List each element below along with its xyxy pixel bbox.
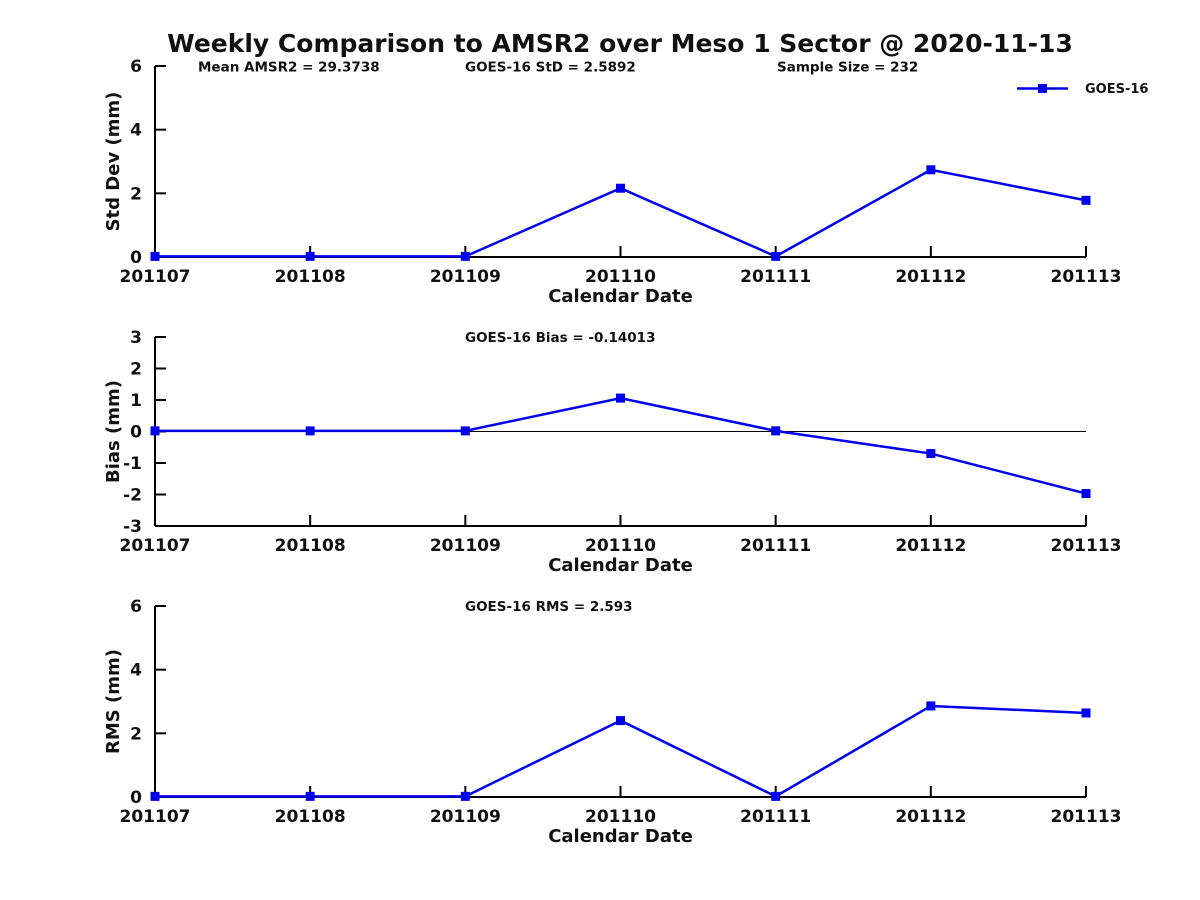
x-tick-label: 201108	[275, 267, 346, 287]
x-tick-label: 201112	[895, 536, 966, 556]
x-tick-label: 201109	[430, 807, 501, 827]
y-tick-label: 4	[130, 661, 142, 681]
y-tick-label: 2	[130, 360, 142, 380]
x-axis-label: Calendar Date	[548, 826, 693, 847]
series-marker	[771, 426, 781, 436]
y-axis-label: RMS (mm)	[103, 649, 124, 754]
stat-annotation: GOES-16 Bias = -0.14013	[465, 330, 655, 346]
series-marker	[460, 426, 470, 436]
y-axis-label: Std Dev (mm)	[103, 92, 124, 232]
x-axis-label: Calendar Date	[548, 555, 693, 576]
x-tick-label: 201113	[1051, 536, 1122, 556]
series-line	[155, 396, 1087, 495]
series-line	[155, 168, 1087, 258]
y-tick-label: 0	[130, 788, 142, 808]
subplot-bias: -3 -2 -1 0 1 2 3 201107 201108 201109 201110 201111…	[103, 328, 1121, 576]
y-tick-label: 2	[130, 724, 142, 744]
y-tick-label: 3	[130, 328, 142, 348]
subplot-std-dev: 0 2 4 6 201107 201108 201109 201110 201111 201112…	[103, 57, 1148, 307]
x-tick-label: 201107	[120, 807, 191, 827]
x-tick-label: 201112	[895, 267, 966, 287]
y-axis-label: Bias (mm)	[103, 380, 124, 483]
series-marker	[616, 183, 625, 193]
series-marker	[150, 251, 160, 261]
x-tick-label: 201107	[120, 267, 191, 287]
series-marker	[305, 426, 315, 436]
stat-annotation: Sample Size = 232	[777, 60, 918, 76]
y-tick-label: -1	[123, 454, 142, 474]
y-tick-label: 4	[130, 121, 142, 141]
legend-marker	[1038, 84, 1047, 93]
x-tick-label: 201112	[895, 807, 966, 827]
x-tick-label: 201108	[275, 536, 346, 556]
y-tick-label: 6	[130, 597, 142, 617]
legend-label: GOES-16	[1085, 82, 1148, 97]
series-marker	[926, 449, 936, 459]
series-marker	[771, 251, 781, 261]
series-marker	[771, 791, 781, 801]
x-tick-label: 201107	[120, 536, 191, 556]
legend: GOES-16	[1017, 82, 1148, 97]
series-marker	[305, 251, 315, 261]
stat-annotation: GOES-16 StD = 2.5892	[465, 60, 636, 76]
x-tick-label: 201111	[740, 267, 811, 287]
series-marker	[1081, 195, 1091, 205]
x-tick-label: 201111	[740, 807, 811, 827]
x-tick-label: 201108	[275, 807, 346, 827]
x-tick-label: 201109	[430, 536, 501, 556]
x-axis-label: Calendar Date	[548, 286, 693, 307]
x-tick-label: 201109	[430, 267, 501, 287]
x-tick-label: 201113	[1051, 267, 1122, 287]
series-marker	[150, 426, 160, 436]
y-tick-label: -2	[123, 486, 142, 506]
subplot-rms: 0 2 4 6 201107 201108 201109 201110 201111 201112…	[103, 597, 1121, 847]
chart-title: Weekly Comparison to AMSR2 over Meso 1 S…	[167, 29, 1073, 58]
y-tick-label: 6	[130, 57, 142, 77]
x-tick-label: 201110	[585, 267, 656, 287]
y-tick-label: 0	[130, 248, 142, 268]
x-tick-label: 201111	[740, 536, 811, 556]
y-tick-label: 0	[130, 423, 142, 443]
series-marker	[616, 393, 625, 403]
x-tick-label: 201110	[585, 807, 656, 827]
y-tick-label: -3	[123, 517, 142, 537]
y-tick-label: 1	[130, 391, 142, 411]
series-marker	[926, 701, 936, 711]
series-marker	[926, 165, 936, 175]
series-marker	[1081, 489, 1091, 499]
x-tick-label: 201110	[585, 536, 656, 556]
series-marker	[460, 251, 470, 261]
series-marker	[150, 791, 160, 801]
series-marker	[305, 791, 315, 801]
stat-annotation: Mean AMSR2 = 29.3738	[198, 60, 380, 76]
series-marker	[616, 716, 625, 726]
y-tick-label: 2	[130, 184, 142, 204]
series-marker	[1081, 708, 1091, 718]
x-tick-label: 201113	[1051, 807, 1122, 827]
stat-annotation: GOES-16 RMS = 2.593	[465, 599, 633, 615]
series-marker	[460, 791, 470, 801]
